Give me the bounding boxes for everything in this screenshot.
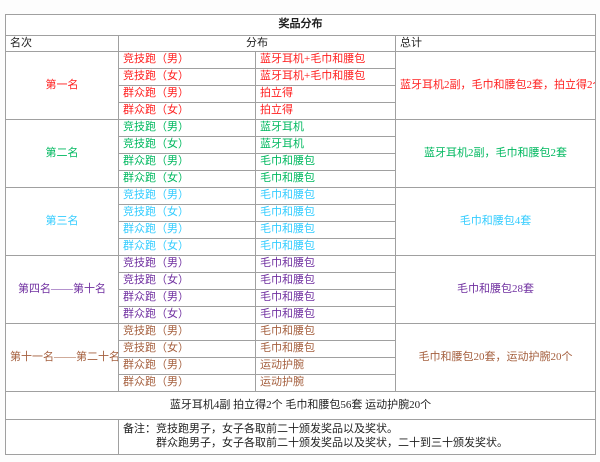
category-cell: 群众跑（男） — [118, 221, 256, 239]
notes-row: 备注：竞技跑男子，女子各取前二十颁发奖品以及奖状。 群众跑男子，女子各取前二十颁… — [5, 419, 596, 455]
category-cell: 群众跑（男） — [118, 357, 256, 375]
table-row: 群众跑（女） 拍立得 — [6, 102, 596, 120]
category-cell: 群众跑（男） — [118, 374, 256, 392]
rank-cell-second: 第二名 — [5, 119, 119, 188]
category-cell: 群众跑（男） — [118, 85, 256, 103]
category-cell: 竞技跑（女） — [118, 204, 256, 222]
category-cell: 竞技跑（女） — [118, 136, 256, 154]
category-cell: 竞技跑（男） — [118, 187, 256, 205]
table-row: 竞技跑（女） 毛巾和腰包 — [6, 204, 596, 222]
table-row: 第一名 竞技跑（男） 蓝牙耳机+毛巾和腰包 蓝牙耳机2副，毛巾和腰包2套，拍立得… — [5, 51, 596, 120]
title-row: 奖品分布 — [5, 14, 596, 36]
table-row: 群众跑（女） 毛巾和腰包 — [6, 238, 596, 256]
category-cell: 竞技跑（男） — [118, 51, 256, 69]
prize-cell: 毛巾和腰包 — [255, 238, 396, 256]
note-text-2: 群众跑男子，女子各取前二十颁发奖品以及奖状，二十到三十颁发奖状。 — [156, 437, 508, 449]
total-cell: 毛巾和腰包20套，运动护腕20个 — [395, 323, 596, 392]
rank-cell-third: 第三名 — [5, 187, 119, 256]
category-cell: 竞技跑（女） — [118, 272, 256, 290]
prize-cell: 拍立得 — [255, 85, 396, 103]
prize-cell: 毛巾和腰包 — [255, 323, 396, 341]
prize-cell: 毛巾和腰包 — [255, 221, 396, 239]
category-cell: 群众跑（女） — [118, 306, 256, 324]
rank-cell-first: 第一名 — [5, 51, 119, 120]
category-cell: 竞技跑（男） — [118, 119, 256, 137]
table-row: 竞技跑（女） 毛巾和腰包 — [6, 340, 596, 358]
grand-total-cell: 蓝牙耳机4副 拍立得2个 毛巾和腰包56套 运动护腕20个 — [5, 391, 596, 420]
table-row: 群众跑（男） 毛巾和腰包 — [6, 153, 596, 171]
table-row: 第二名 竞技跑（男） 蓝牙耳机 蓝牙耳机2副，毛巾和腰包2套 — [5, 119, 596, 188]
table-row: 第四名——第十名 竞技跑（男） 毛巾和腰包 毛巾和腰包28套 — [5, 255, 596, 324]
prize-cell: 毛巾和腰包 — [255, 204, 396, 222]
total-cell: 蓝牙耳机2副，毛巾和腰包2套，拍立得2个 — [395, 51, 596, 120]
category-cell: 群众跑（女） — [118, 238, 256, 256]
total-cell: 蓝牙耳机2副，毛巾和腰包2套 — [395, 119, 596, 188]
prize-cell: 毛巾和腰包 — [255, 255, 396, 273]
prize-cell: 毛巾和腰包 — [255, 170, 396, 188]
prize-cell: 毛巾和腰包 — [255, 340, 396, 358]
summary-row: 蓝牙耳机4副 拍立得2个 毛巾和腰包56套 运动护腕20个 — [5, 391, 596, 420]
prize-cell: 蓝牙耳机 — [255, 119, 396, 137]
category-cell: 竞技跑（男） — [118, 255, 256, 273]
note-text-1: 竞技跑男子，女子各取前二十颁发奖品以及奖状。 — [156, 423, 398, 436]
prize-cell: 毛巾和腰包 — [255, 306, 396, 324]
prize-cell: 运动护腕 — [255, 374, 396, 392]
table-row: 群众跑（男） 毛巾和腰包 — [6, 221, 596, 239]
column-header-rank: 名次 — [5, 35, 119, 52]
prize-cell: 蓝牙耳机 — [255, 136, 396, 154]
column-header-total: 总计 — [395, 35, 596, 52]
category-cell: 竞技跑（男） — [118, 323, 256, 341]
prize-cell: 蓝牙耳机+毛巾和腰包 — [255, 68, 396, 86]
note-line-1: 备注：竞技跑男子，女子各取前二十颁发奖品以及奖状。 — [123, 423, 591, 437]
notes-cell: 备注：竞技跑男子，女子各取前二十颁发奖品以及奖状。 群众跑男子，女子各取前二十颁… — [118, 419, 596, 455]
prize-cell: 毛巾和腰包 — [255, 153, 396, 171]
page-title: 奖品分布 — [5, 14, 596, 36]
notes-label: 备注： — [123, 423, 156, 436]
prize-cell: 毛巾和腰包 — [255, 187, 396, 205]
table-row: 第十一名——第二十名 竞技跑（男） 毛巾和腰包 毛巾和腰包20套，运动护腕20个 — [5, 323, 596, 392]
table-row: 竞技跑（女） 毛巾和腰包 — [6, 272, 596, 290]
rank-cell-eleventh-to-twentieth: 第十一名——第二十名 — [5, 323, 119, 392]
prize-cell: 蓝牙耳机+毛巾和腰包 — [255, 51, 396, 69]
prize-cell: 毛巾和腰包 — [255, 289, 396, 307]
rank-cell-fourth-to-tenth: 第四名——第十名 — [5, 255, 119, 324]
prize-cell: 运动护腕 — [255, 357, 396, 375]
total-cell: 毛巾和腰包4套 — [395, 187, 596, 256]
category-cell: 竞技跑（女） — [118, 68, 256, 86]
table-row: 群众跑（男） 毛巾和腰包 — [6, 289, 596, 307]
prize-distribution-table: 奖品分布 名次 分布 总计 第一名 竞技跑（男） 蓝牙耳机+毛巾和腰包 蓝牙耳机… — [5, 14, 596, 455]
header-row: 名次 分布 总计 — [5, 35, 596, 52]
category-cell: 群众跑（女） — [118, 170, 256, 188]
category-cell: 竞技跑（女） — [118, 340, 256, 358]
column-header-distribution: 分布 — [118, 35, 396, 52]
category-cell: 群众跑（女） — [118, 102, 256, 120]
notes-empty-cell — [5, 419, 119, 455]
prize-cell: 毛巾和腰包 — [255, 272, 396, 290]
total-cell: 毛巾和腰包28套 — [395, 255, 596, 324]
prize-cell: 拍立得 — [255, 102, 396, 120]
table-row: 第三名 竞技跑（男） 毛巾和腰包 毛巾和腰包4套 — [5, 187, 596, 256]
category-cell: 群众跑（男） — [118, 289, 256, 307]
category-cell: 群众跑（男） — [118, 153, 256, 171]
